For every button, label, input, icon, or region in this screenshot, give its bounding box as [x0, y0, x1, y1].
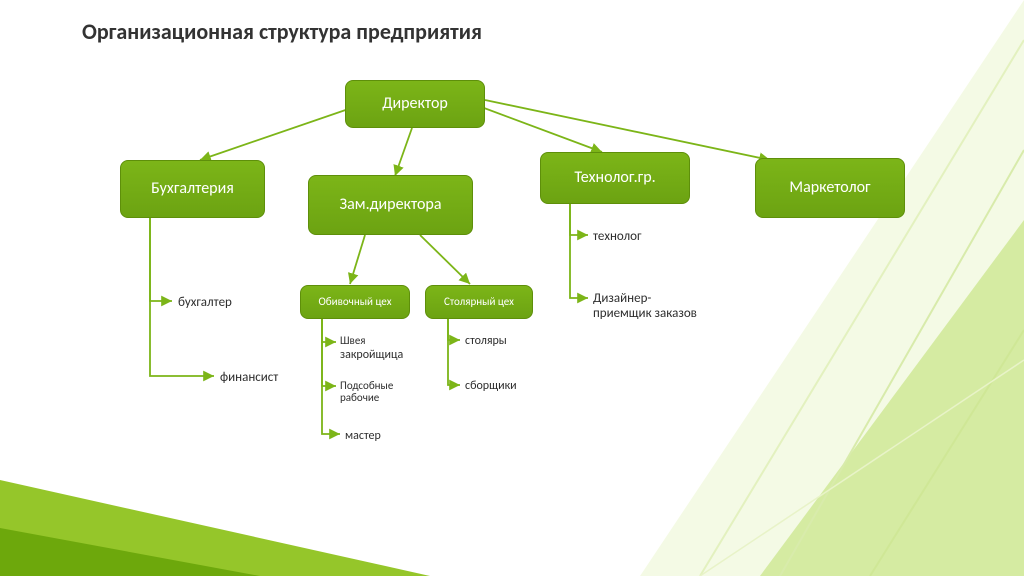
- label-designer1: Дизайнер-: [593, 292, 651, 307]
- label-seamstress: Швея: [340, 335, 366, 348]
- label-financier: финансист: [220, 371, 278, 386]
- node-director: Директор: [345, 80, 485, 128]
- node-joinery: Столярный цех: [425, 285, 533, 319]
- org-chart-slide: { "title": { "text": "Организационная ст…: [0, 0, 1024, 576]
- node-deputy: Зам.директора: [308, 175, 473, 235]
- label-helpers2: рабочие: [340, 392, 379, 405]
- label-joiners: столяры: [465, 335, 507, 349]
- node-marketolog: Маркетолог: [755, 158, 905, 218]
- label-assemblers: сборщики: [465, 380, 517, 394]
- node-technolog: Технолог.гр.: [540, 152, 690, 204]
- label-accountant: бухгалтер: [178, 296, 232, 311]
- label-designer2: приемщик заказов: [593, 307, 697, 322]
- slide-title: Организационная структура предприятия: [82, 18, 482, 45]
- label-cutter: закройщица: [340, 349, 403, 363]
- label-master: мастер: [345, 430, 381, 444]
- node-upholstery: Обивочный цех: [300, 285, 410, 319]
- node-accounting: Бухгалтерия: [120, 160, 265, 218]
- label-technologist: технолог: [593, 230, 642, 245]
